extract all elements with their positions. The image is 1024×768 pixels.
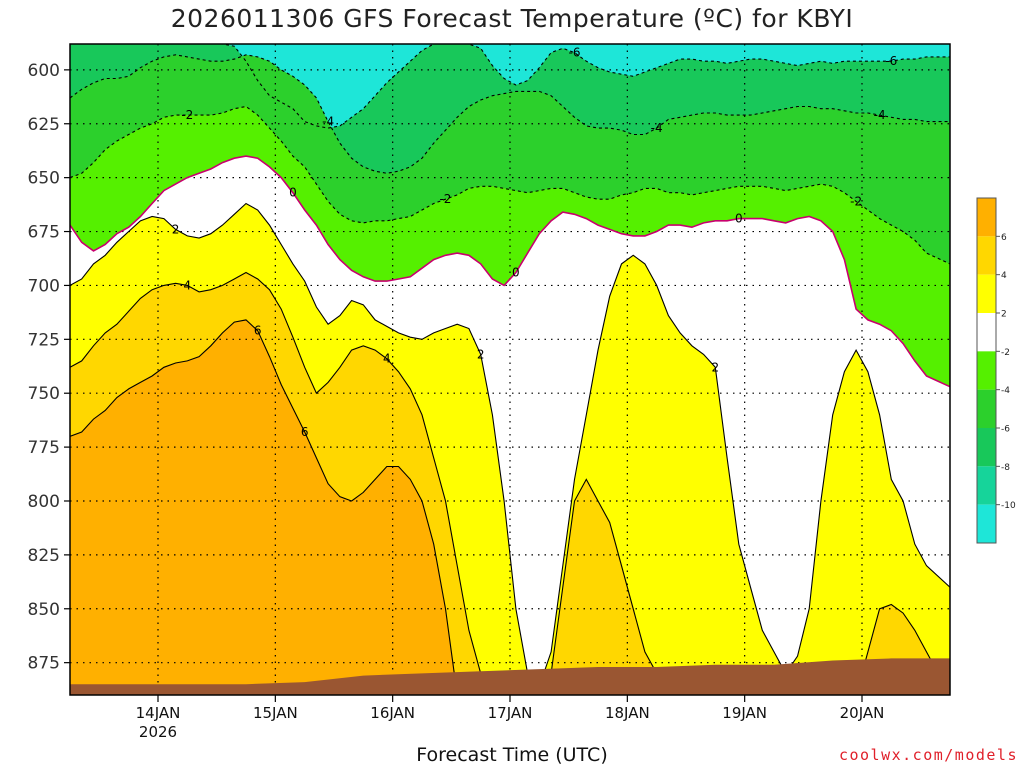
contour-label--6: -6 [569,46,581,60]
contour-line--2 [70,105,950,265]
contour-label-0: 0 [512,265,520,279]
colorbar-label--4: -4 [1001,386,1010,396]
colorbar-swatch-5 [977,389,996,428]
contour-label-2: 2 [172,222,180,236]
contour-label--4: -4 [322,115,334,129]
colorbar-swatch-2 [977,274,996,313]
colorbar-swatch-7 [977,466,996,505]
contour-label--2: -2 [181,108,193,122]
colorbar-swatch-3 [977,313,996,352]
y-tick-label-825: 825 [28,546,60,566]
contour-label-4: 4 [184,278,192,292]
chart-title: 2026011306 GFS Forecast Temperature (ºC)… [170,4,854,33]
y-tick-label-700: 700 [28,276,60,296]
band-fill-6 [70,319,950,695]
y-tick-label-750: 750 [28,384,60,404]
x-tick-label-14JAN: 14JAN [136,704,181,722]
x-tick-label-17JAN: 17JAN [488,704,533,722]
colorbar-label--8: -8 [1001,463,1010,473]
y-tick-label-775: 775 [28,438,60,458]
contour-label--6: -6 [885,54,897,68]
colorbar-swatch-0 [977,198,996,237]
contour-label-0: 0 [735,212,743,226]
x-tick-label-19JAN: 19JAN [722,704,767,722]
colorbar-label-2: 2 [1001,310,1007,320]
x-tick-label-18JAN: 18JAN [605,704,650,722]
ground-surface [70,658,950,695]
y-tick-label-850: 850 [28,600,60,620]
contour-line-4 [70,271,950,695]
colorbar-swatch-4 [977,351,996,390]
y-tick-label-600: 600 [28,61,60,81]
colorbar-border [976,197,997,544]
contour-line--6 [70,44,950,129]
y-tick-label-625: 625 [28,115,60,135]
y-tick-label-875: 875 [28,654,60,674]
x-axis-label: Forecast Time (UTC) [416,744,608,766]
contour-label-0: 0 [289,186,297,200]
colorbar-label-4: 4 [1001,271,1007,281]
contour-label--2: -2 [439,192,451,206]
y-tick-label-650: 650 [28,169,60,189]
contour-label-2: 2 [712,360,720,374]
x-axis: 14JAN 15JAN 16JAN 17JAN 18JAN 19JAN 20JAN 2026 [136,695,885,741]
contour-line--4 [70,54,950,174]
ground-fill [70,658,950,695]
contour-label-6: 6 [301,425,309,439]
credit-link[interactable]: coolwx.com/models [838,746,1018,764]
colorbar-label--10: -10 [1001,501,1016,511]
contour-label-2: 2 [477,347,485,361]
contour-label--4: -4 [651,121,663,135]
colorbar-swatch-1 [977,236,996,275]
contour-label-6: 6 [254,324,262,338]
colorbar-label--6: -6 [1001,425,1010,435]
y-tick-label-725: 725 [28,330,60,350]
x-tick-label-16JAN: 16JAN [370,704,415,722]
colorbar-label--2: -2 [1001,348,1010,358]
contour-line-0 [70,155,950,388]
y-tick-label-800: 800 [28,492,60,512]
contour-labels: 0 0 0 2 2 2 4 4 6 6 -6 -6 -4 -4 -4 -2 -2 -2 [172,46,898,439]
contour-line-2 [70,202,950,688]
contour-label--4: -4 [874,108,886,122]
contour-line-6 [70,319,950,695]
colorbar-label-6: 6 [1001,233,1007,243]
y-tick-label-675: 675 [28,223,60,243]
contour-lines [70,44,950,695]
y-axis: 600 625 650 675 700 725 750 775 800 825 850 875 [28,61,70,674]
x-tick-label-20JAN: 20JAN [840,704,885,722]
contour-label--2: -2 [850,194,862,208]
colorbar: 6 4 2 -2 -4 -6 -8 -10 [976,197,1016,544]
colorbar-swatch-6 [977,428,996,467]
contour-label-4: 4 [383,352,391,366]
colorbar-swatch-8 [977,504,996,543]
x-year-label: 2026 [139,723,177,741]
x-tick-label-15JAN: 15JAN [253,704,298,722]
